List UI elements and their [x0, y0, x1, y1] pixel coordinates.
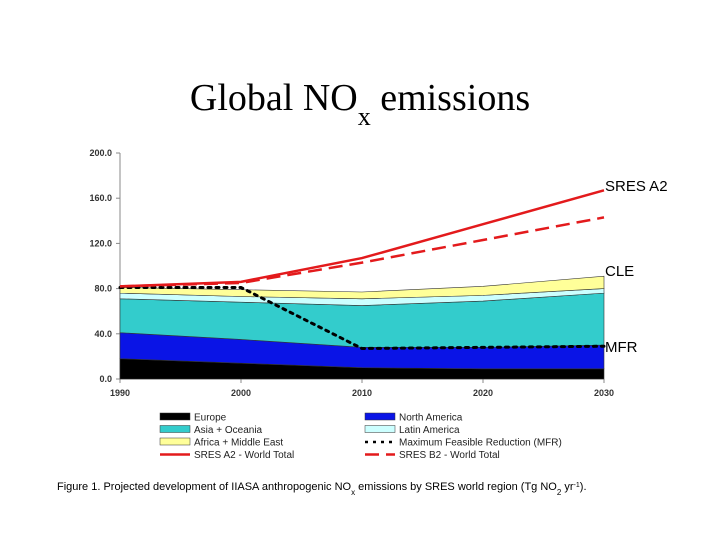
- caption-sub: x: [351, 488, 355, 497]
- legend-label: North America: [399, 413, 463, 424]
- title-text: emissions: [371, 77, 530, 119]
- caption-text: emissions by SRES world region (Tg NO: [355, 481, 557, 493]
- line: [119, 216, 605, 288]
- caption-sub: 2: [557, 488, 562, 497]
- legend-swatch: [364, 425, 396, 433]
- annotation: CLE: [605, 263, 634, 280]
- legend-label: Latin America: [399, 425, 460, 436]
- slide-title: Global NOx emissions: [190, 77, 530, 131]
- y-tick-label: 0.0: [99, 374, 112, 384]
- x-tick-label: 2010: [352, 388, 372, 398]
- annotation: MFR: [605, 339, 638, 356]
- x-tick-label: 2020: [473, 388, 493, 398]
- y-tick-label: 40.0: [94, 329, 112, 339]
- legend-swatch: [159, 412, 191, 421]
- legend-label: Asia + Oceania: [194, 425, 263, 436]
- line: [118, 285, 606, 350]
- legend-label: Africa + Middle East: [194, 438, 283, 449]
- x-tick-label: 2000: [231, 388, 251, 398]
- legend-label: SRES A2 - World Total: [194, 450, 294, 461]
- legend-swatch: [159, 437, 191, 446]
- y-tick-label: 120.0: [89, 238, 112, 248]
- annotation: SRES A2: [605, 178, 668, 195]
- plot: 0.0 40.0 80.0 120.0 160.0 200.0 1990 2000 2010 20…: [89, 148, 614, 461]
- legend-swatch: [364, 412, 396, 421]
- caption-text: ).: [580, 481, 587, 493]
- y-tick-label: 200.0: [89, 148, 112, 158]
- x-tick-label: 2030: [594, 388, 614, 398]
- caption: Figure 1. Projected development of IIASA…: [57, 481, 587, 497]
- y-tick-label: 80.0: [94, 284, 112, 294]
- title-subscript: x: [358, 102, 371, 131]
- area: [119, 275, 605, 300]
- caption-text: Figure 1. Projected development of IIASA…: [57, 481, 352, 493]
- legend-label: SRES B2 - World Total: [399, 450, 500, 461]
- legend-swatch: [159, 425, 191, 433]
- line: [119, 189, 605, 288]
- legend-label: Europe: [194, 413, 227, 424]
- x-tick-label: 1990: [110, 388, 130, 398]
- legend-label: Maximum Feasible Reduction (MFR): [399, 438, 562, 449]
- title-text: Global NO: [190, 77, 358, 119]
- y-tick-label: 160.0: [89, 193, 112, 203]
- caption-sup: -1: [574, 482, 580, 489]
- caption-text: yr: [561, 481, 574, 493]
